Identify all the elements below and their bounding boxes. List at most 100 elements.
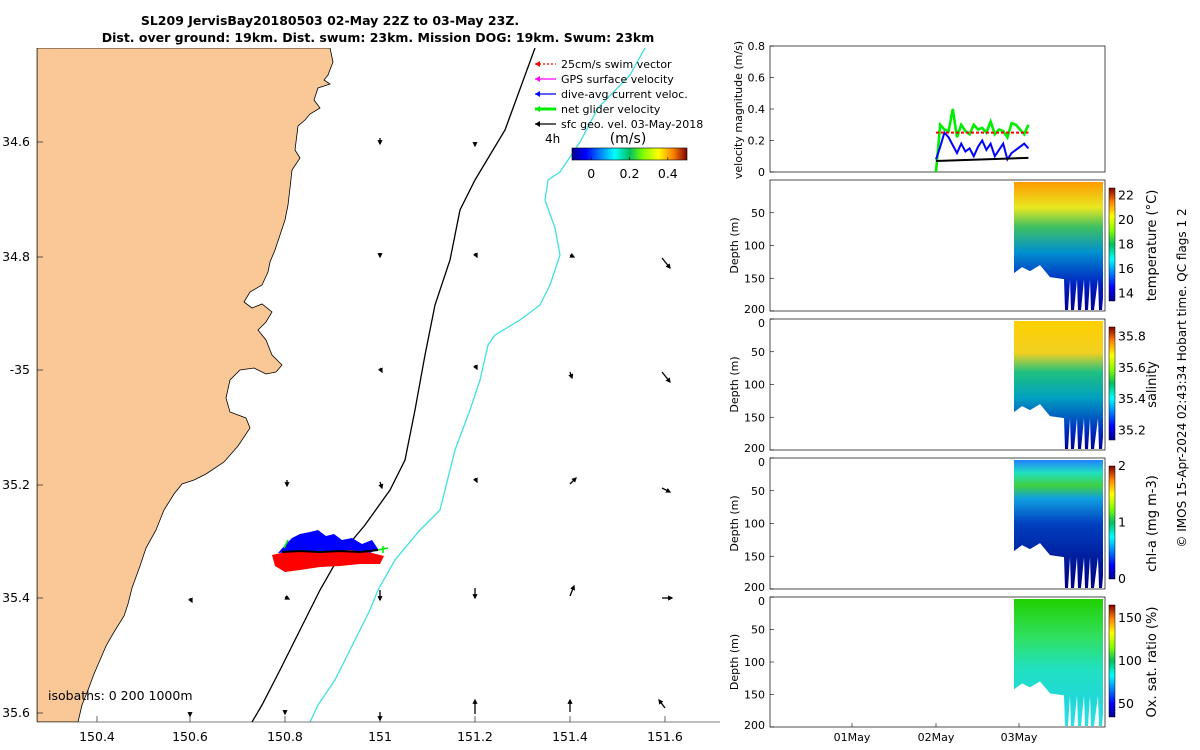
depth-tick-label: 100 — [744, 518, 765, 531]
colorbar-time-label: 4h — [545, 132, 560, 146]
glider-swim-vector-fill — [272, 550, 384, 572]
lat-tick-label: 34.8 — [2, 249, 30, 264]
depth-ylabel: Depth (m) — [728, 634, 741, 690]
current-arrow — [187, 597, 193, 604]
map-panel: 150.4 150.6 150.8 151 151.2 151.4 151.6 34.6 34.… — [2, 48, 720, 744]
date-tick-label: 01May — [834, 731, 871, 744]
velocity-ytick-label: 0.8 — [748, 40, 766, 53]
colorbar-unit-label: (m/s) — [610, 131, 647, 147]
depth-tick-label: 100 — [744, 240, 765, 253]
temperature-colorbar-tick: 20 — [1118, 212, 1134, 227]
velocity-ylabel: velocity magnitude (m/s) — [732, 41, 745, 179]
lon-tick-label: 151.6 — [647, 729, 683, 744]
temperature-colorbar-tick: 18 — [1118, 237, 1134, 252]
salinity-colorbar-tick: 35.4 — [1118, 391, 1146, 406]
current-arrow — [658, 698, 666, 709]
lon-tick-label: 151.4 — [552, 729, 588, 744]
legend-label: GPS surface velocity — [561, 73, 674, 86]
current-arrow — [661, 371, 671, 384]
velocity-series-line — [935, 156, 1029, 162]
legend-label: sfc geo. vel. 03-May-2018 — [561, 118, 703, 131]
depth-tick-label: 200 — [744, 442, 765, 455]
legend-arrowhead — [535, 76, 540, 82]
temperature-colorbar-tick: 22 — [1118, 187, 1134, 202]
temperature-section-data — [1014, 182, 1103, 310]
current-arrow — [569, 584, 575, 597]
depth-tick-label: 200 — [744, 581, 765, 594]
chla-colorbar — [1108, 465, 1116, 580]
depth-tick-label: 0 — [758, 317, 765, 330]
velocity-ytick-label: 0.4 — [748, 103, 766, 116]
current-arrow — [472, 252, 478, 259]
depth-ylabel: Depth (m) — [728, 217, 741, 273]
glider-track — [281, 549, 379, 554]
salinity-colorbar — [1108, 326, 1116, 441]
date-tick-label: 03May — [1001, 731, 1038, 744]
depth-tick-label: 200 — [744, 719, 765, 732]
temperature-colorbar-tick: 16 — [1118, 261, 1134, 276]
velocity-ytick-label: 0 — [758, 166, 765, 179]
depth-tick-label: 100 — [744, 379, 765, 392]
current-arrow — [569, 477, 577, 485]
oxygen-colorbar-label: Ox. sat. ratio (%) — [1145, 607, 1160, 718]
current-arrow — [569, 252, 576, 258]
depth-tick-label: 50 — [751, 207, 765, 220]
chla-colorbar-tick: 1 — [1118, 515, 1126, 530]
net-glider-velocity-mark — [283, 539, 389, 553]
salinity-colorbar-tick: 35.2 — [1118, 423, 1146, 438]
salinity-colorbar-label: salinity — [1145, 361, 1160, 408]
lat-tick-label: 35.6 — [2, 705, 30, 720]
current-arrow — [661, 487, 672, 493]
lon-tick-label: 151.2 — [457, 729, 493, 744]
temperature-colorbar-tick: 14 — [1118, 286, 1134, 301]
oxygen-section-data — [1014, 599, 1103, 726]
depth-tick-label: 0 — [758, 595, 765, 608]
velocity-ytick-label: 0.6 — [748, 72, 766, 85]
glider-dive-current-fill — [278, 530, 378, 553]
oxygen-colorbar — [1108, 604, 1116, 718]
lat-tick-label: -35 — [10, 362, 30, 377]
salinity-colorbar-tick: 35.8 — [1118, 328, 1146, 343]
chla-colorbar-tick: 0 — [1118, 571, 1126, 586]
current-arrow — [378, 481, 384, 490]
legend-arrowhead — [535, 61, 540, 67]
depth-tick-label: 150 — [744, 272, 765, 285]
map-ticks: 150.4 150.6 150.8 151 151.2 151.4 151.6 34.6 34.… — [2, 134, 683, 744]
depth-ylabel: Depth (m) — [728, 356, 741, 412]
legend-label: dive-avg current veloc. — [561, 88, 688, 101]
isobaths-label: isobaths: 0 200 1000m — [48, 688, 193, 703]
title-line-2: Dist. over ground: 19km. Dist. swum: 23k… — [102, 30, 655, 45]
salinity-section-data — [1014, 321, 1103, 449]
velocity-series-line — [934, 108, 1030, 173]
oxygen-colorbar-tick: 100 — [1118, 653, 1142, 668]
oxygen-colorbar-tick: 150 — [1118, 610, 1142, 625]
isobath-200m — [251, 48, 536, 722]
colorbar-tick-label: 0.4 — [658, 166, 678, 181]
depth-tick-label: 150 — [744, 411, 765, 424]
lat-tick-label: 35.4 — [2, 590, 30, 605]
lon-tick-label: 150.4 — [79, 729, 115, 744]
current-arrow — [568, 371, 574, 380]
lon-tick-label: 150.6 — [172, 729, 208, 744]
lon-tick-label: 150.8 — [267, 729, 303, 744]
colorbar-tick-label: 0 — [587, 166, 595, 181]
map-colorbar-ticks: 0 0.2 0.4 — [587, 157, 678, 181]
oxygen-colorbar-tick: 50 — [1118, 696, 1134, 711]
date-tick-label: 02May — [918, 731, 955, 744]
lat-tick-label: 34.6 — [2, 134, 30, 149]
land-mass — [37, 48, 334, 722]
legend-arrowhead — [535, 106, 540, 112]
chla-section-data — [1014, 460, 1103, 588]
temperature-colorbar-label: temperature (°C) — [1145, 190, 1160, 302]
depth-tick-label: 150 — [744, 689, 765, 702]
temperature-colorbar — [1108, 187, 1116, 302]
current-arrow — [377, 367, 383, 374]
depth-tick-label: 50 — [751, 485, 765, 498]
map-legend: 25cm/s swim vector GPS surface velocity di… — [535, 58, 703, 131]
depth-tick-label: 200 — [744, 303, 765, 316]
title-line-1: SL209 JervisBay20180503 02-May 22Z to 03… — [141, 13, 519, 28]
chla-colorbar-label: chl-a (mg m-3) — [1145, 475, 1160, 572]
depth-tick-label: 50 — [751, 346, 765, 359]
